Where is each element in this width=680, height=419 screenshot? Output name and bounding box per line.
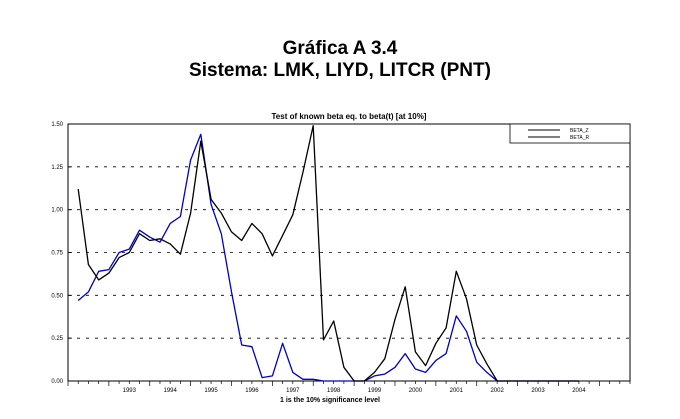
x-tick-label: 2001 [450, 388, 464, 394]
x-axis-label: 1 is the 10% significance level [280, 397, 380, 404]
series-lines [77, 125, 579, 382]
x-tick-label: 2004 [572, 388, 586, 394]
y-tick-label: 1.50 [51, 122, 63, 128]
grid-lines [68, 166, 630, 339]
x-tick-label: 1994 [164, 388, 178, 394]
y-axis: 0.00 0.25 0.50 0.75 1.00 1.25 1.50 [51, 122, 72, 385]
x-tick-label: 1993 [123, 388, 137, 394]
x-axis: 1993 1994 1995 1996 1997 1998 1999 2000 2001 2002… [67, 381, 631, 394]
x-tick-label: 1995 [204, 388, 218, 394]
x-tick-label: 1997 [286, 388, 300, 394]
y-tick-label: 0.00 [51, 379, 63, 385]
x-tick-label: 1999 [368, 388, 382, 394]
x-tick-label: 1996 [245, 388, 259, 394]
legend-label-beta-z: BETA_Z [570, 128, 589, 134]
y-tick-label: 1.00 [51, 208, 63, 214]
x-tick-label: 1998 [327, 388, 341, 394]
legend: BETA_Z BETA_R [509, 123, 631, 144]
legend-label-beta-r: BETA_R [570, 135, 589, 141]
y-tick-label: 0.25 [51, 336, 63, 342]
x-tick-label: 2003 [531, 388, 545, 394]
y-tick-label: 0.50 [51, 293, 63, 299]
legend-box [509, 123, 631, 144]
x-tick-label: 2002 [490, 388, 504, 394]
page-subtitle: Sistema: LMK, LIYD, LITCR (PNT) [189, 60, 491, 81]
page-title: Gráfica A 3.4 [282, 38, 398, 59]
y-tick-label: 0.75 [51, 251, 63, 257]
x-tick-label: 2000 [409, 388, 423, 394]
series-line-beta-z [77, 125, 579, 382]
y-tick-label: 1.25 [51, 165, 63, 171]
chart-title: Test of known beta eq. to beta(t) [at 10… [272, 112, 427, 121]
series-line-beta-r [77, 133, 579, 382]
